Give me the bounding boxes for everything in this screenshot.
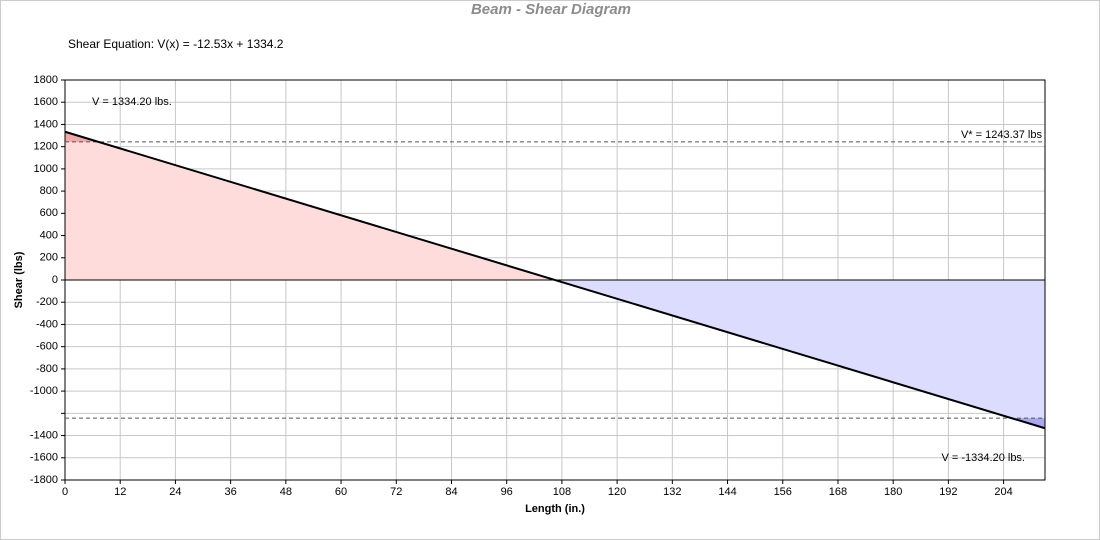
x-tick-label: 0 bbox=[62, 486, 68, 498]
annotation: V = 1334.20 lbs. bbox=[92, 96, 172, 108]
y-tick-label: -1000 bbox=[30, 385, 58, 397]
y-tick-label: 0 bbox=[52, 274, 58, 286]
y-tick-label: 1400 bbox=[34, 118, 58, 130]
x-tick-label: 192 bbox=[939, 486, 957, 498]
y-tick-label: -600 bbox=[36, 341, 58, 353]
x-tick-label: 72 bbox=[390, 486, 402, 498]
y-tick-label: 1200 bbox=[34, 141, 58, 153]
x-tick-label: 48 bbox=[280, 486, 292, 498]
y-tick-label: -1600 bbox=[30, 452, 58, 464]
y-tick-label: 1800 bbox=[34, 74, 58, 86]
y-tick-label: 1600 bbox=[34, 96, 58, 108]
y-tick-label: 400 bbox=[40, 229, 58, 241]
chart-title: Beam - Shear Diagram bbox=[471, 1, 631, 18]
y-axis-label: Shear (lbs) bbox=[13, 251, 25, 308]
y-tick-label: -1800 bbox=[30, 474, 58, 486]
y-tick-label: -200 bbox=[36, 296, 58, 308]
plot-border bbox=[64, 79, 1046, 481]
y-tick-label: -400 bbox=[36, 318, 58, 330]
y-tick-label: -1400 bbox=[30, 429, 58, 441]
y-tick-label: 800 bbox=[40, 185, 58, 197]
annotation: V* = 1243.37 lbs bbox=[961, 129, 1043, 141]
x-tick-label: 36 bbox=[225, 486, 237, 498]
y-tick-label: 200 bbox=[40, 252, 58, 264]
x-tick-label: 24 bbox=[169, 486, 181, 498]
y-tick-label: -800 bbox=[36, 363, 58, 375]
x-tick-label: 132 bbox=[663, 486, 681, 498]
x-tick-label: 156 bbox=[774, 486, 792, 498]
x-tick-label: 180 bbox=[884, 486, 902, 498]
y-tick-label: 1000 bbox=[34, 163, 58, 175]
x-tick-label: 108 bbox=[553, 486, 571, 498]
x-tick-label: 204 bbox=[994, 486, 1012, 498]
x-tick-label: 120 bbox=[608, 486, 626, 498]
subtitle: Shear Equation: V(x) = -12.53x + 1334.2 bbox=[68, 37, 284, 51]
x-axis-label: Length (in.) bbox=[525, 503, 585, 515]
x-tick-label: 60 bbox=[335, 486, 347, 498]
x-tick-label: 144 bbox=[718, 486, 736, 498]
x-tick-label: 12 bbox=[114, 486, 126, 498]
x-tick-label: 96 bbox=[501, 486, 513, 498]
x-tick-label: 168 bbox=[829, 486, 847, 498]
annotation: V = -1334.20 lbs. bbox=[942, 452, 1025, 464]
y-tick-label: 600 bbox=[40, 207, 58, 219]
x-tick-label: 84 bbox=[445, 486, 457, 498]
shear-line bbox=[64, 130, 1046, 430]
